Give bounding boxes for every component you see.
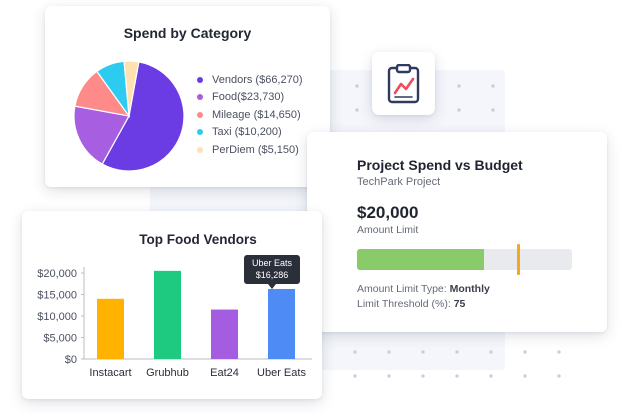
legend-item: Taxi ($10,200) xyxy=(197,124,303,142)
threshold-marker xyxy=(517,244,521,275)
legend-dot-icon xyxy=(197,146,203,153)
limit-type-row: Amount Limit Type: Monthly xyxy=(357,283,490,295)
bar[interactable] xyxy=(154,270,181,359)
project-budget-card: Project Spend vs Budget TechPark Project… xyxy=(307,132,607,332)
x-tick-label: Instacart xyxy=(89,367,131,379)
budget-progress-bar xyxy=(357,244,572,275)
limit-threshold-value: 75 xyxy=(453,298,466,310)
amount-limit-label: Amount Limit xyxy=(357,224,419,236)
x-tick-label: Uber Eats xyxy=(257,367,306,379)
budget-title: Project Spend vs Budget xyxy=(357,157,523,173)
bar[interactable] xyxy=(268,288,295,359)
legend-dot-icon xyxy=(197,111,203,118)
y-tick-label: $20,000 xyxy=(37,268,77,280)
legend-dot-icon xyxy=(197,94,203,101)
limit-threshold-row: Limit Threshold (%): 75 xyxy=(357,298,465,310)
x-tick-label: Grubhub xyxy=(146,367,189,379)
y-tick-label: $5,000 xyxy=(43,333,77,345)
legend-item: Mileage ($14,650) xyxy=(197,106,303,124)
y-tick-label: $10,000 xyxy=(37,311,77,323)
project-name: TechPark Project xyxy=(357,176,441,188)
y-tick-label: $0 xyxy=(65,354,77,366)
legend-dot-icon xyxy=(197,129,203,136)
legend-label: Taxi ($10,200) xyxy=(212,126,282,139)
bar-tooltip: Uber Eats $16,286 xyxy=(244,255,300,289)
amount-limit-value: $20,000 xyxy=(357,203,419,222)
tooltip-vendor: Uber Eats xyxy=(251,258,293,268)
legend-item: PerDiem ($5,150) xyxy=(197,141,303,159)
report-icon-tile xyxy=(372,52,435,115)
pie-chart-title: Spend by Category xyxy=(123,25,252,41)
spend-by-category-card: Spend by Category Vendors ($66,270) Food(… xyxy=(45,6,330,187)
y-tick-label: $15,000 xyxy=(37,290,77,302)
tooltip-amount: $16,286 xyxy=(255,269,289,280)
x-tick-label: Eat24 xyxy=(210,367,239,379)
legend-item: Food($23,730) xyxy=(197,89,303,107)
pie-slice xyxy=(73,105,130,165)
legend-label: Food($23,730) xyxy=(212,91,285,104)
bar-chart-title: Top Food Vendors xyxy=(139,232,257,247)
legend-label: Vendors ($66,270) xyxy=(212,73,303,86)
legend-dot-icon xyxy=(197,76,203,83)
legend-item: Vendors ($66,270) xyxy=(197,71,303,89)
limit-type-label: Amount Limit Type: xyxy=(357,283,447,295)
bar-chart: $0 $5,000 $10,000 $15,000 $20,000 Instacart Gr… xyxy=(37,267,312,379)
dot-pattern xyxy=(338,340,578,390)
legend-label: PerDiem ($5,150) xyxy=(212,143,299,156)
bar[interactable] xyxy=(211,309,238,359)
limit-threshold-label: Limit Threshold (%): xyxy=(357,298,451,310)
legend-label: Mileage ($14,650) xyxy=(212,108,301,121)
limit-type-value: Monthly xyxy=(449,283,490,295)
pie-legend: Vendors ($66,270) Food($23,730) Mileage ($… xyxy=(197,71,303,159)
bar[interactable] xyxy=(97,298,124,359)
budget-progress-fill xyxy=(357,249,484,270)
pie-slice xyxy=(101,61,185,172)
pie-slice xyxy=(123,60,140,117)
top-food-vendors-card: Top Food Vendors $0 $5,000 $10,000 $15,000 $… xyxy=(22,211,322,399)
pie-chart xyxy=(73,60,185,172)
clipboard-chart-icon xyxy=(387,64,420,104)
